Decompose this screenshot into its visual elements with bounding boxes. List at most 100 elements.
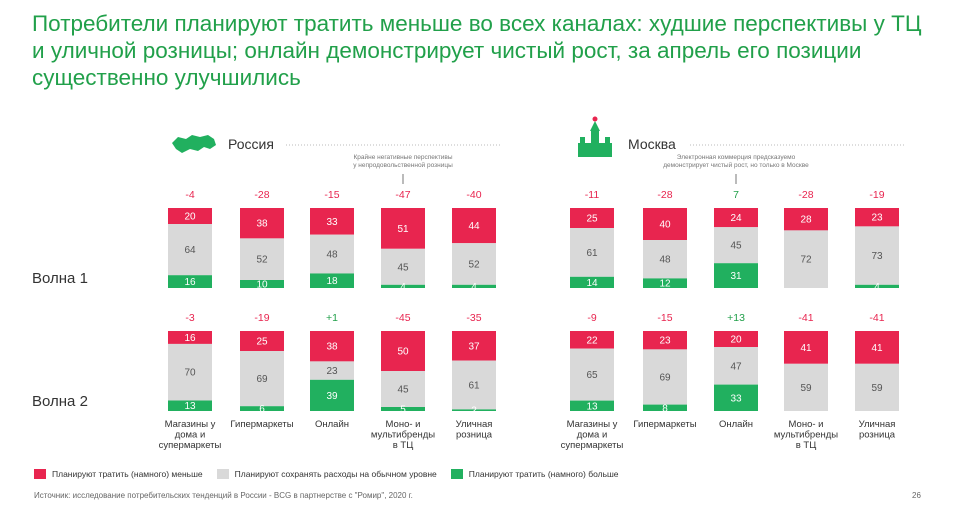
data-label: 48 <box>659 255 671 266</box>
data-label: 14 <box>586 278 598 289</box>
data-label: 41 <box>871 343 883 354</box>
data-label: 4 <box>874 282 880 293</box>
delta-label: -15 <box>657 312 672 324</box>
data-label: 51 <box>397 224 409 235</box>
delta-label: -4 <box>185 189 194 201</box>
bar-segment-same <box>240 238 284 280</box>
legend-label-more: Планируют тратить (намного) больше <box>468 469 619 479</box>
category-label: Гипермаркеты <box>230 419 293 430</box>
bar-segment-more <box>310 379 354 411</box>
data-label: 28 <box>800 215 812 226</box>
category-label: розница <box>456 430 493 441</box>
category-label: Онлайн <box>719 419 753 430</box>
bar-segment-less <box>240 208 284 239</box>
page-title: Потребители планируют тратить меньше во … <box>32 11 922 90</box>
bar-segment-same <box>381 371 425 407</box>
delta-label: -47 <box>395 189 410 201</box>
data-label: 25 <box>586 214 598 225</box>
data-label: 45 <box>730 241 742 252</box>
data-label: 2 <box>471 406 477 417</box>
data-label: 69 <box>256 374 268 385</box>
bar-segment-less <box>381 331 425 371</box>
data-label: 33 <box>730 393 742 404</box>
category-label: Моно- и <box>386 419 421 430</box>
data-label: 44 <box>468 221 480 232</box>
bar-segment-less <box>452 208 496 244</box>
bar-segment-less <box>784 331 828 364</box>
page-number: 26 <box>912 491 921 500</box>
data-label: 59 <box>871 383 883 394</box>
bar-segment-less <box>784 208 828 231</box>
region-name: Москва <box>628 136 676 152</box>
delta-label: -28 <box>657 189 672 201</box>
category-label: в ТЦ <box>393 440 414 451</box>
legend-swatch-less <box>34 469 46 479</box>
data-label: 39 <box>326 391 338 402</box>
bar-segment-more <box>452 284 496 288</box>
bar-segment-same <box>452 243 496 285</box>
delta-label: -35 <box>466 312 481 324</box>
legend-item-more: Планируют тратить (намного) больше <box>450 469 619 479</box>
data-label: 23 <box>659 336 671 347</box>
data-label: 38 <box>326 342 338 353</box>
category-label: Гипермаркеты <box>633 419 696 430</box>
data-label: 37 <box>468 341 480 352</box>
data-label: 45 <box>397 385 409 396</box>
bar-segment-more <box>240 406 284 411</box>
bar-segment-same <box>240 351 284 407</box>
data-label: 25 <box>256 337 268 348</box>
delta-label: -19 <box>254 312 269 324</box>
bar-segment-more <box>310 273 354 288</box>
wave-label: Волна 1 <box>32 270 88 287</box>
bar-segment-same <box>643 240 687 279</box>
chart: Волна 1 Волна 2 Россия Крайне негативные пе… <box>32 116 905 451</box>
bar-segment-less <box>714 208 758 228</box>
category-label: Магазины у <box>567 419 618 430</box>
data-label: 20 <box>184 212 196 223</box>
bar-segment-more <box>714 384 758 411</box>
category-label: розница <box>859 430 896 441</box>
bar-segment-same <box>714 227 758 264</box>
delta-label: -9 <box>587 312 596 324</box>
kremlin-icon <box>578 116 612 157</box>
bar-segment-less <box>855 331 899 364</box>
bar-segment-more <box>643 278 687 288</box>
data-label: 20 <box>730 335 742 346</box>
delta-label: -19 <box>869 189 884 201</box>
category-label: мультибренды <box>371 430 435 441</box>
category-label: мультибренды <box>774 430 838 441</box>
category-label: дома и <box>577 430 608 441</box>
bar-segment-same <box>570 348 614 401</box>
legend-item-less: Планируют тратить (намного) меньше <box>34 469 203 479</box>
delta-label: -28 <box>254 189 269 201</box>
delta-label: +13 <box>727 312 745 324</box>
delta-label: 7 <box>733 189 739 201</box>
delta-label: -40 <box>466 189 481 201</box>
delta-label: -41 <box>798 312 813 324</box>
data-label: 61 <box>586 248 598 259</box>
bar-segment-less <box>310 331 354 362</box>
annotation-text: Крайне негативные перспективы <box>353 153 452 161</box>
category-label: Уличная <box>456 419 493 430</box>
data-label: 45 <box>397 262 409 273</box>
bar-segment-less <box>240 331 284 351</box>
bar-segment-same <box>855 226 899 285</box>
delta-label: -41 <box>869 312 884 324</box>
bar-segment-same <box>168 224 212 276</box>
data-label: 73 <box>871 251 883 262</box>
category-label: супермаркеты <box>561 440 624 451</box>
legend-label-less: Планируют тратить (намного) меньше <box>52 469 203 479</box>
data-label: 48 <box>326 250 338 261</box>
bar-segment-less <box>714 331 758 347</box>
data-label: 33 <box>326 217 338 228</box>
legend-swatch-same <box>216 469 229 479</box>
data-label: 5 <box>400 405 406 416</box>
bar-segment-more <box>168 400 212 411</box>
data-label: 69 <box>659 373 671 384</box>
source-note: Источник: исследование потребительских т… <box>34 491 413 500</box>
bar-segment-more <box>381 407 425 411</box>
category-label: в ТЦ <box>796 440 817 451</box>
russia-map-icon <box>172 135 216 153</box>
bar-segment-same <box>381 248 425 285</box>
bar-segment-same <box>784 230 828 288</box>
